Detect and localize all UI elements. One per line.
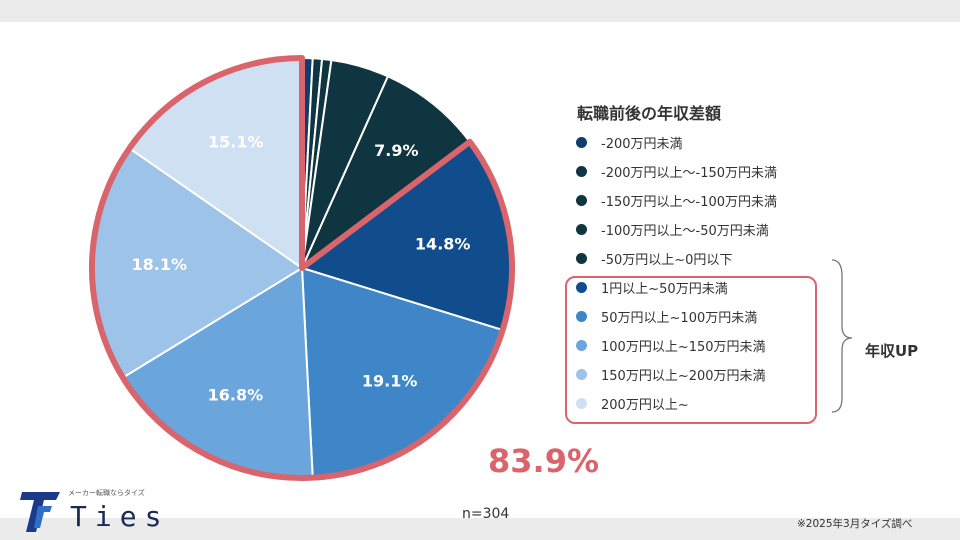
legend-label-5: 1円以上~50万円未満: [601, 281, 728, 297]
slice-label-7: 16.8%: [208, 385, 264, 404]
legend-swatch-5: [576, 281, 587, 293]
footnote: ※2025年3月タイズ調べ: [797, 518, 913, 530]
logo-wordmark: Ties: [70, 500, 170, 533]
ties-logo: メーカー転職ならタイズ Ties: [20, 488, 180, 536]
legend-label-8: 150万円以上~200万円未満: [601, 368, 766, 384]
logo-tagline: メーカー転職ならタイズ: [68, 489, 145, 497]
legend-swatch-9: [576, 397, 587, 409]
slide: 7.9% 14.8% 19.1% 16.8% 18.1% 15.1% 転職前後の年収差額 …: [0, 22, 960, 533]
legend-item-5: 1円以上~50万円未満: [576, 277, 728, 297]
legend-label-0: -200万円未満: [601, 136, 683, 152]
slice-label-5: 14.8%: [415, 235, 471, 254]
slice-label-8: 18.1%: [132, 255, 188, 274]
legend-item-4: -50万円以上~0円以下: [576, 248, 732, 268]
salary-up-box: [565, 276, 817, 424]
legend-swatch-2: [576, 194, 587, 206]
legend-label-6: 50万円以上~100万円未満: [601, 310, 758, 326]
legend-item-0: -200万円未満: [576, 132, 683, 152]
legend-item-3: -100万円以上〜-50万円未満: [576, 219, 769, 239]
legend-swatch-6: [576, 310, 587, 322]
legend-swatch-8: [576, 368, 587, 380]
legend-item-7: 100万円以上~150万円未満: [576, 335, 766, 355]
legend-item-2: -150万円以上〜-100万円未満: [576, 190, 777, 210]
legend-item-8: 150万円以上~200万円未満: [576, 364, 766, 384]
legend-label-7: 100万円以上~150万円未満: [601, 339, 766, 355]
legend-label-3: -100万円以上〜-50万円未満: [601, 223, 769, 239]
legend-swatch-7: [576, 339, 587, 351]
legend-title: 転職前後の年収差額: [577, 104, 722, 123]
slice-label-9: 15.1%: [208, 132, 264, 151]
brace: [831, 259, 853, 413]
legend-swatch-3: [576, 223, 587, 235]
salary-up-label: 年収UP: [865, 342, 919, 360]
pie-chart: 7.9% 14.8% 19.1% 16.8% 18.1% 15.1%: [89, 55, 515, 481]
legend-swatch-0: [576, 136, 587, 148]
legend-swatch-4: [576, 252, 587, 264]
legend-item-1: -200万円以上〜-150万円未満: [576, 161, 777, 181]
legend-label-4: -50万円以上~0円以下: [601, 252, 733, 268]
ties-logo-mark: [20, 492, 60, 532]
legend-swatch-1: [576, 165, 587, 177]
legend-label-9: 200万円以上~: [601, 397, 689, 413]
legend-item-9: 200万円以上~: [576, 393, 689, 413]
slice-label-6: 19.1%: [362, 372, 418, 391]
legend-item-6: 50万円以上~100万円未満: [576, 306, 757, 326]
legend-label-1: -200万円以上〜-150万円未満: [601, 165, 778, 181]
highlight-outline: [89, 55, 515, 481]
highlight-total: 83.9%: [488, 442, 600, 480]
legend-label-2: -150万円以上〜-100万円未満: [601, 194, 778, 210]
slice-label-4: 7.9%: [374, 141, 418, 160]
sample-size: n=304: [462, 506, 510, 522]
